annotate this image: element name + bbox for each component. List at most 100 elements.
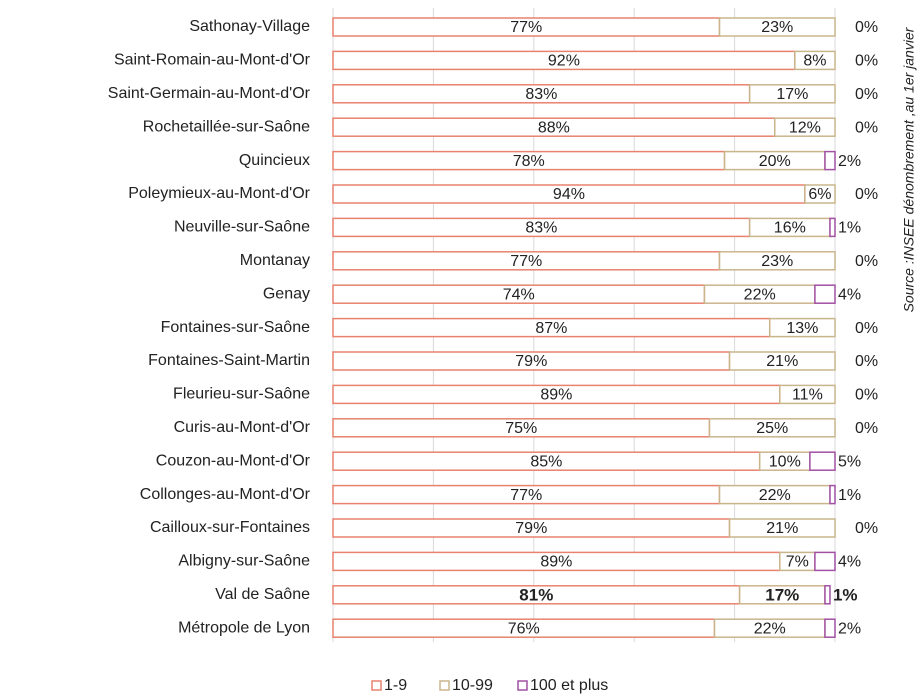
value-label: 0% bbox=[855, 19, 878, 36]
legend: 1-9 10-99 100 et plus bbox=[371, 677, 608, 694]
value-label: 21% bbox=[766, 353, 798, 370]
value-label: 22% bbox=[754, 620, 786, 637]
bar-segment bbox=[814, 551, 836, 572]
value-label: 20% bbox=[759, 153, 791, 170]
category-label: Val de Saône bbox=[215, 586, 310, 603]
value-label: 5% bbox=[838, 453, 861, 470]
bar-segment bbox=[768, 317, 836, 338]
category-label: Fleurieu-sur-Saône bbox=[173, 386, 310, 403]
value-label: 92% bbox=[548, 53, 580, 70]
value-label: 79% bbox=[515, 520, 547, 537]
category-label: Quincieux bbox=[239, 152, 310, 169]
bar-segment bbox=[794, 50, 836, 71]
value-label: 77% bbox=[510, 19, 542, 36]
value-label: 17% bbox=[765, 585, 799, 604]
value-label: 79% bbox=[515, 353, 547, 370]
value-label: 89% bbox=[540, 554, 572, 571]
value-label: 7% bbox=[786, 554, 809, 571]
value-label: 25% bbox=[756, 420, 788, 437]
bar-segment bbox=[708, 418, 836, 438]
value-label: 0% bbox=[855, 420, 878, 437]
bar-segment bbox=[809, 451, 836, 471]
value-label: 0% bbox=[855, 186, 878, 203]
category-label: Curis-au-Mont-d'Or bbox=[174, 419, 311, 436]
legend-label: 100 et plus bbox=[530, 677, 608, 694]
value-label: 94% bbox=[553, 186, 585, 203]
value-label: 0% bbox=[855, 320, 878, 337]
value-label: 17% bbox=[776, 86, 808, 103]
category-label: Métropole de Lyon bbox=[178, 619, 310, 636]
bar-segment bbox=[829, 217, 836, 238]
value-label: 0% bbox=[855, 53, 878, 70]
value-label: 0% bbox=[855, 86, 878, 103]
value-label: 2% bbox=[838, 620, 861, 637]
value-label: 0% bbox=[855, 119, 878, 136]
category-label: Fontaines-Saint-Martin bbox=[148, 352, 310, 369]
bar-segment bbox=[824, 150, 836, 171]
category-label: Sathonay-Village bbox=[189, 18, 310, 35]
value-label: 77% bbox=[510, 487, 542, 504]
category-label: Couzon-au-Mont-d'Or bbox=[156, 452, 311, 469]
value-label: 23% bbox=[761, 19, 793, 36]
legend-swatch bbox=[439, 680, 450, 691]
value-label: 74% bbox=[503, 286, 535, 303]
value-label: 88% bbox=[538, 119, 570, 136]
value-label: 85% bbox=[530, 453, 562, 470]
value-label: 0% bbox=[855, 353, 878, 370]
bars: Sathonay-Village 77% 23% 0% Saint-Romain-au-… bbox=[108, 17, 878, 638]
value-label: 10% bbox=[769, 453, 801, 470]
category-label: Montanay bbox=[240, 252, 310, 269]
value-label: 0% bbox=[855, 253, 878, 270]
category-label: Saint-Romain-au-Mont-d'Or bbox=[114, 52, 311, 69]
value-label: 83% bbox=[525, 220, 557, 237]
value-label: 78% bbox=[513, 153, 545, 170]
value-label: 1% bbox=[838, 487, 861, 504]
value-label: 87% bbox=[535, 320, 567, 337]
value-label: 4% bbox=[838, 286, 861, 303]
bar-segment bbox=[814, 284, 836, 304]
category-label: Poleymieux-au-Mont-d'Or bbox=[128, 185, 310, 202]
value-label: 12% bbox=[789, 119, 821, 136]
value-label: 83% bbox=[525, 86, 557, 103]
legend-label: 10-99 bbox=[452, 677, 493, 694]
bar-segment bbox=[728, 351, 836, 371]
bar-segment bbox=[824, 585, 831, 605]
bar-segment bbox=[728, 518, 836, 538]
value-label: 11% bbox=[792, 387, 823, 404]
bar-segment bbox=[804, 184, 836, 204]
value-label: 22% bbox=[759, 487, 791, 504]
legend-swatch bbox=[371, 680, 382, 691]
bar-segment bbox=[774, 117, 836, 137]
value-label: 0% bbox=[855, 387, 878, 404]
bar-segment bbox=[829, 484, 836, 505]
category-label: Collonges-au-Mont-d'Or bbox=[140, 486, 311, 503]
value-label: 76% bbox=[508, 620, 540, 637]
value-label: 0% bbox=[855, 520, 878, 537]
bar-segment bbox=[779, 384, 836, 405]
category-label: Albigny-sur-Saône bbox=[178, 553, 310, 570]
bar-segment bbox=[824, 618, 836, 638]
legend-swatch bbox=[517, 680, 528, 691]
category-label: Fontaines-sur-Saône bbox=[161, 319, 311, 336]
bar-segment bbox=[748, 84, 836, 104]
source-note: Source :INSEE dénombrement ,au 1er janvi… bbox=[901, 26, 917, 312]
value-label: 6% bbox=[808, 186, 831, 203]
value-label: 22% bbox=[744, 286, 776, 303]
value-label: 89% bbox=[540, 387, 572, 404]
value-label: 77% bbox=[510, 253, 542, 270]
category-label: Genay bbox=[263, 285, 310, 302]
bar-segment bbox=[718, 17, 836, 37]
value-label: 81% bbox=[519, 585, 553, 604]
bar-segment bbox=[718, 251, 836, 271]
category-label: Rochetaillée-sur-Saône bbox=[143, 118, 310, 135]
value-label: 75% bbox=[505, 420, 537, 437]
category-label: Cailloux-sur-Fontaines bbox=[150, 519, 310, 536]
value-label: 13% bbox=[786, 320, 818, 337]
legend-label: 1-9 bbox=[384, 677, 407, 694]
value-label: 16% bbox=[774, 220, 806, 237]
value-label: 1% bbox=[833, 585, 858, 604]
value-label: 1% bbox=[838, 220, 861, 237]
category-label: Neuville-sur-Saône bbox=[174, 219, 310, 236]
category-label: Saint-Germain-au-Mont-d'Or bbox=[108, 85, 311, 102]
